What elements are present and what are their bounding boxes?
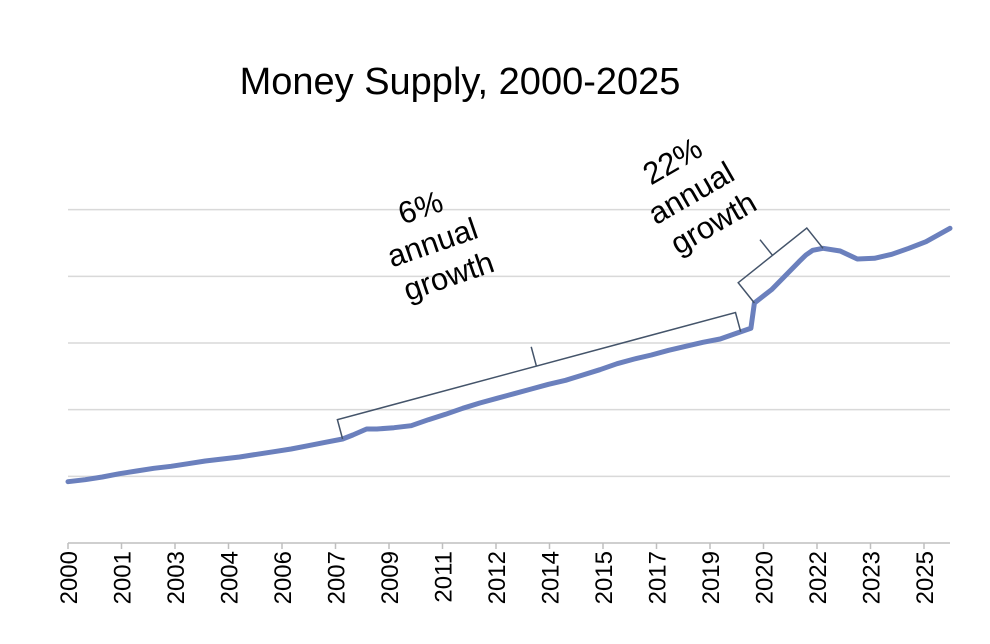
x-tick-label-2019: 2019: [698, 551, 725, 604]
x-tick-label-2007: 2007: [324, 551, 351, 604]
x-tick-label-2025: 2025: [912, 551, 939, 604]
x-tick-label-2014: 2014: [538, 551, 565, 604]
x-tick-label-2009: 2009: [377, 551, 404, 604]
x-axis-ticks: 2000 2001 2003 2004 2006 2007 2009 2011 2012 2014…: [56, 543, 939, 604]
x-tick-label-2000: 2000: [56, 551, 83, 604]
chart-title: Money Supply, 2000-2025: [240, 61, 681, 103]
x-tick-label-2015: 2015: [591, 551, 618, 604]
annotation-braces: [336, 226, 824, 440]
annotation-texts: 6% annual growth 22% annual growth: [371, 118, 766, 309]
annotation-6pct-growth: 6% annual growth: [371, 173, 503, 309]
x-tick-label-2001: 2001: [110, 551, 137, 604]
x-tick-label-2003: 2003: [163, 551, 190, 604]
annotation-brace-1: [336, 311, 742, 440]
x-tick-label-2004: 2004: [217, 551, 244, 604]
series-line-1: [65, 225, 953, 485]
x-tick-label-2022: 2022: [805, 551, 832, 604]
x-tick-label-2011: 2011: [431, 551, 458, 603]
x-tick-label-2023: 2023: [859, 551, 886, 604]
x-tick-label-2020: 2020: [752, 551, 779, 604]
x-tick-label-2017: 2017: [645, 551, 672, 604]
series-layer: [65, 225, 953, 485]
x-tick-label-2012: 2012: [484, 551, 511, 604]
x-tick-label-2006: 2006: [270, 551, 297, 604]
gridlines: [68, 208, 950, 478]
annotation-22pct-growth: 22% annual growth: [623, 118, 766, 263]
annotation-brace-2: [737, 226, 824, 304]
